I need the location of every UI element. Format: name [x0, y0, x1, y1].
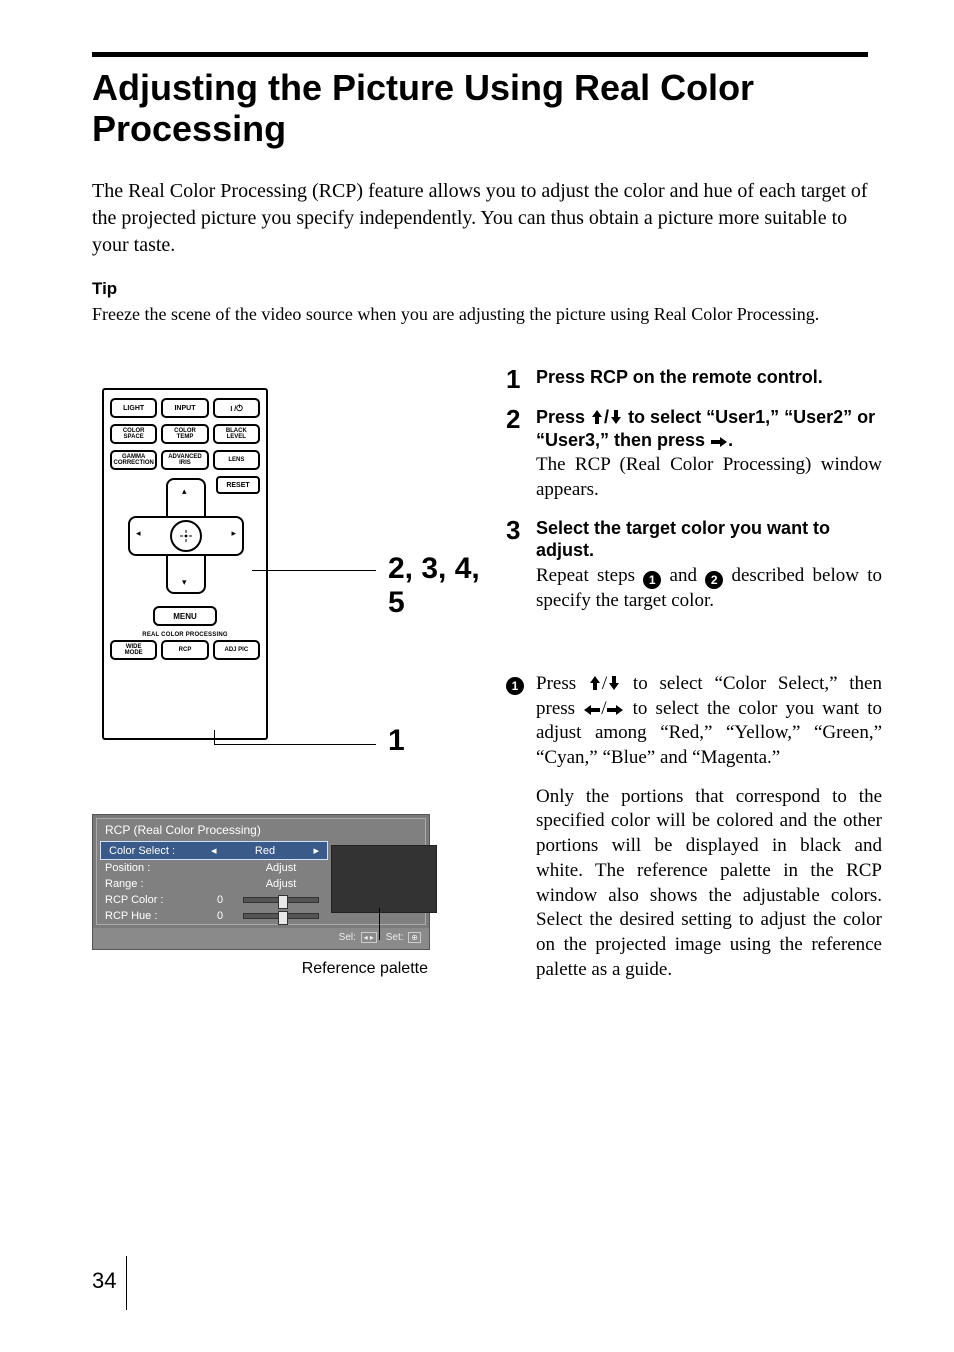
heading-rule	[92, 52, 868, 57]
dpad-up-icon: ▴	[182, 486, 187, 497]
step-number: 1	[506, 366, 536, 392]
osd-row-colorselect: Color Select : ◂ Red ▸	[100, 841, 328, 860]
page-number-divider	[126, 1256, 127, 1310]
right-arrow-icon	[710, 436, 728, 448]
callout-line-bot-v	[214, 730, 215, 744]
circled-1-icon: 1	[506, 677, 524, 695]
osd-caption-line	[379, 908, 380, 940]
osd-value: Adjust	[239, 862, 323, 874]
step-title: Press RCP on the remote control.	[536, 366, 882, 389]
circled-1-icon: 1	[643, 571, 661, 589]
remote-colorspace-button: COLOR SPACE	[110, 424, 157, 444]
remote-dpad-center	[170, 520, 202, 552]
substep-number: 1	[506, 674, 536, 984]
remote-iris-button: ADVANCED IRIS	[161, 450, 208, 470]
step-number: 3	[506, 517, 536, 614]
callout-line-top	[252, 570, 376, 571]
two-column-layout: LIGHT INPUT I / COLOR SPACE COLOR TEMP B…	[92, 366, 882, 982]
osd-label: RCP Hue :	[105, 910, 201, 922]
osd-row-range: Range : Adjust	[97, 876, 331, 892]
osd-row-rcphue: RCP Hue : 0	[97, 908, 331, 924]
osd-caption: Reference palette	[92, 960, 430, 978]
osd-row-position: Position : Adjust	[97, 860, 331, 876]
left-column: LIGHT INPUT I / COLOR SPACE COLOR TEMP B…	[92, 366, 482, 982]
callout-bottom-text: 1	[388, 724, 405, 758]
remote-menu-button: MENU	[153, 606, 217, 626]
sel-key-icon: ◂ ▸	[361, 932, 377, 943]
osd-label: Range :	[105, 878, 201, 890]
remote-input-button: INPUT	[161, 398, 208, 418]
osd-reference-palette	[331, 845, 437, 913]
remote-power-button: I /	[213, 398, 260, 418]
callout-line-bot-h	[214, 744, 376, 745]
osd-slider	[243, 913, 319, 919]
substep-para2: Only the portions that correspond to the…	[536, 785, 882, 983]
set-key-icon: ⊕	[408, 932, 421, 943]
left-arrow-icon	[583, 704, 601, 716]
power-icon: I /	[229, 402, 243, 414]
step-desc: The RCP (Real Color Processing) window a…	[536, 453, 882, 502]
osd-num: 0	[207, 910, 233, 922]
remote-widemode-button: WIDE MODE	[110, 640, 157, 660]
page-heading: Adjusting the Picture Using Real Color P…	[92, 67, 886, 150]
circled-2-icon: 2	[705, 571, 723, 589]
substep-1: 1 Press / to select “Color Select,” then…	[506, 672, 882, 982]
tip-label: Tip	[92, 279, 886, 299]
step-title: Select the target color you want to adju…	[536, 517, 882, 562]
tip-body: Freeze the scene of the video source whe…	[92, 303, 892, 326]
remote-lens-button: LENS	[213, 450, 260, 470]
osd-label: Color Select :	[109, 845, 205, 857]
page-number: 34	[92, 1268, 116, 1294]
arrow-right-icon: ▸	[313, 844, 319, 857]
step-2: 2 Press / to select “User1,” “User2” or …	[506, 406, 882, 502]
dpad-right-icon: ▸	[231, 528, 236, 539]
remote-blacklevel-button: BLACK LEVEL	[213, 424, 260, 444]
intro-paragraph: The Real Color Processing (RCP) feature …	[92, 178, 868, 259]
remote-rcp-button: RCP	[161, 640, 208, 660]
osd-value: Red	[223, 845, 308, 857]
remote-diagram: LIGHT INPUT I / COLOR SPACE COLOR TEMP B…	[92, 366, 482, 766]
step-desc: Repeat steps 1 and 2 described below to …	[536, 564, 882, 614]
down-arrow-icon	[609, 409, 623, 425]
svg-text:I /: I /	[231, 406, 237, 413]
right-column: 1 Press RCP on the remote control. 2 Pre…	[506, 366, 882, 982]
up-arrow-icon	[590, 409, 604, 425]
step-title: Press / to select “User1,” “User2” or “U…	[536, 406, 882, 451]
step-3: 3 Select the target color you want to ad…	[506, 517, 882, 614]
remote-adjpic-button: ADJ PIC	[213, 640, 260, 660]
remote-gamma-button: GAMMA CORRECTION	[110, 450, 157, 470]
remote-rcp-label: REAL COLOR PROCESSING	[110, 632, 260, 638]
osd-foot-sel: Sel:	[339, 932, 356, 943]
osd-slider	[243, 897, 319, 903]
osd-diagram: RCP (Real Color Processing) Color Select…	[92, 814, 430, 978]
osd-value: Adjust	[239, 878, 323, 890]
osd-fields: Color Select : ◂ Red ▸ Position : Adjust	[97, 841, 331, 924]
up-arrow-icon	[588, 675, 602, 691]
osd-num: 0	[207, 894, 233, 906]
remote-body: LIGHT INPUT I / COLOR SPACE COLOR TEMP B…	[102, 388, 268, 740]
osd-label: RCP Color :	[105, 894, 201, 906]
remote-dpad: ▴ ▾ ◂ ▸	[128, 478, 244, 594]
step-1: 1 Press RCP on the remote control.	[506, 366, 882, 392]
osd-label: Position :	[105, 862, 201, 874]
dpad-down-icon: ▾	[182, 577, 187, 588]
substep-para1: Press / to select “Color Select,” then p…	[536, 672, 882, 771]
osd-foot-set: Set:	[386, 932, 404, 943]
right-arrow-icon	[606, 704, 624, 716]
dpad-left-icon: ◂	[136, 528, 141, 539]
arrow-left-icon: ◂	[211, 844, 217, 857]
remote-light-button: LIGHT	[110, 398, 157, 418]
callout-top-text: 2, 3, 4, 5	[388, 552, 482, 620]
remote-colortemp-button: COLOR TEMP	[161, 424, 208, 444]
osd-row-rcpcolor: RCP Color : 0	[97, 892, 331, 908]
step-number: 2	[506, 406, 536, 502]
down-arrow-icon	[607, 675, 621, 691]
osd-title: RCP (Real Color Processing)	[97, 819, 425, 841]
